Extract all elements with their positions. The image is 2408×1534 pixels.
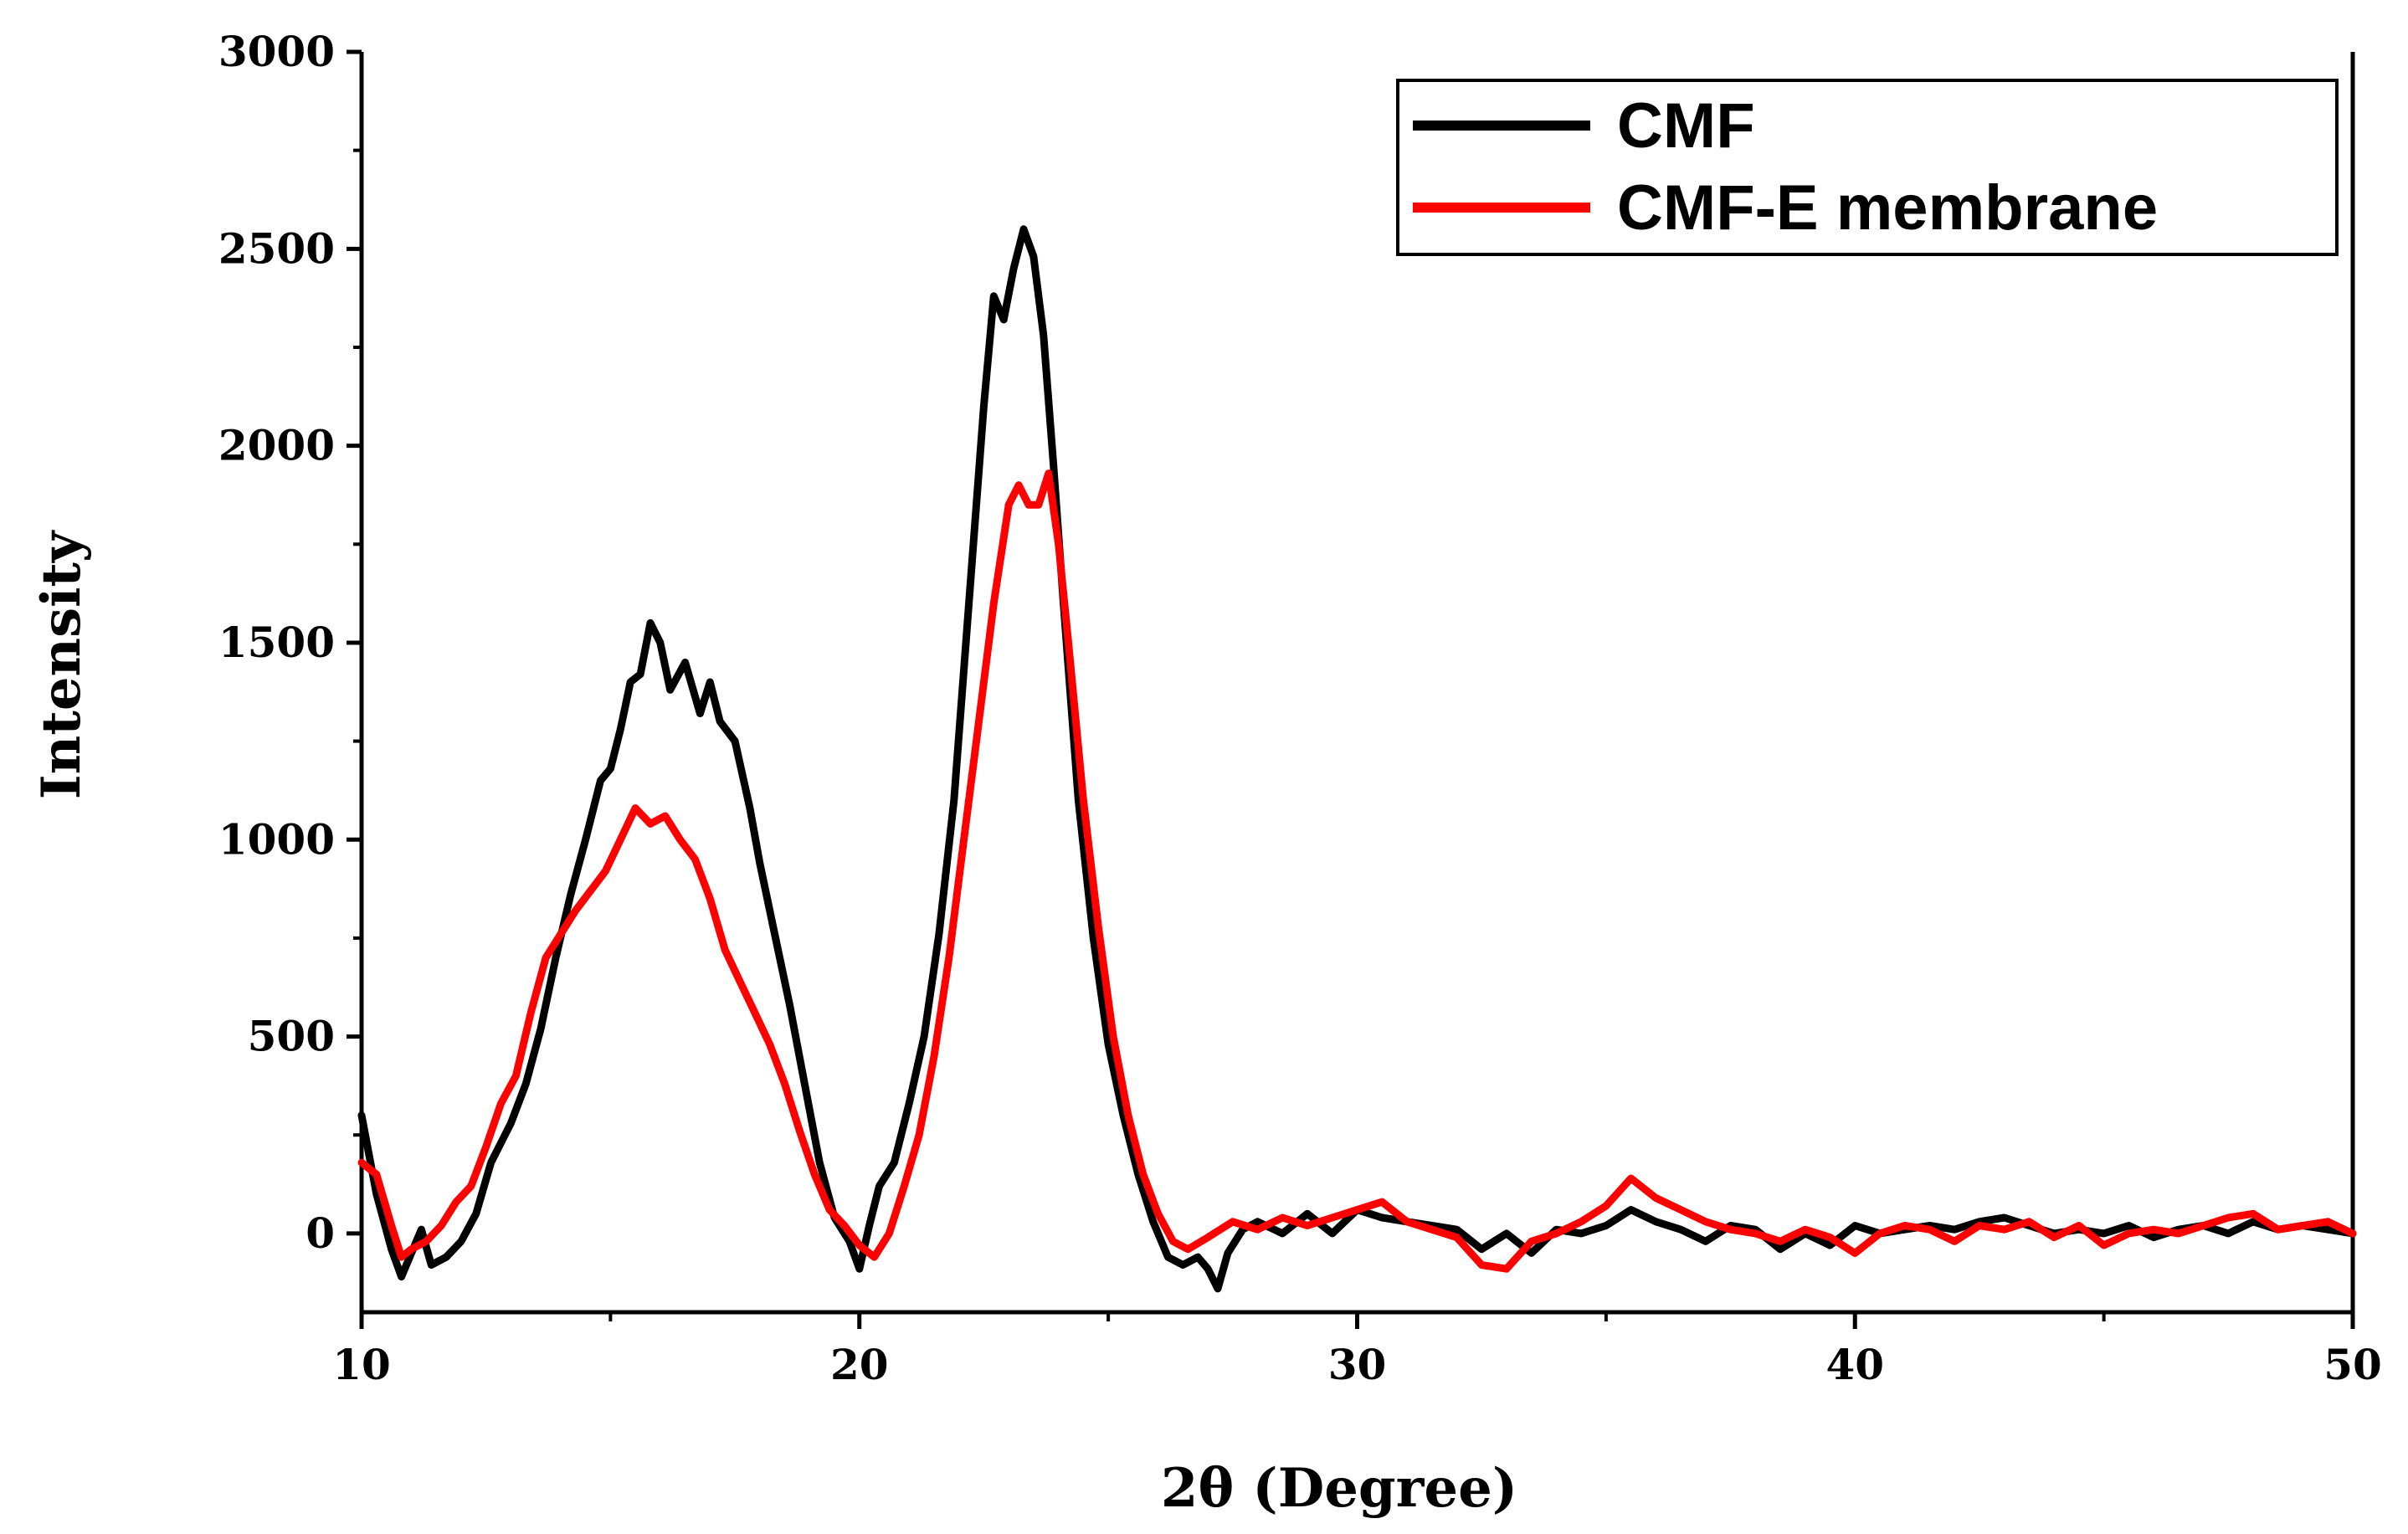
- legend-box: [1396, 79, 2339, 256]
- x-axis-ticks: 10 20 30 40 50: [332, 1312, 2382, 1389]
- x-tick-label-50: 50: [2323, 1340, 2382, 1389]
- legend-label-cmf: CMF: [1617, 90, 1755, 162]
- y-tick-label-3000: 3000: [218, 27, 335, 76]
- series-line-cmf-e-membrane: [357, 469, 2357, 1273]
- y-tick-label-1500: 1500: [218, 618, 335, 667]
- legend-label-cmf-e: CMF-E membrane: [1617, 172, 2158, 244]
- y-axis-title: Intensity: [30, 530, 93, 799]
- x-tick-label-40: 40: [1825, 1340, 1884, 1389]
- y-tick-label-2000: 2000: [218, 421, 335, 470]
- series-layer: [357, 225, 2357, 1293]
- legend: CMF CMF-E membrane: [1396, 79, 2339, 256]
- y-tick-label-0: 0: [305, 1208, 335, 1258]
- x-tick-label-30: 30: [1328, 1340, 1387, 1389]
- y-tick-label-2500: 2500: [218, 223, 335, 273]
- x-tick-label-20: 20: [830, 1340, 889, 1389]
- x-tick-label-10: 10: [332, 1340, 391, 1389]
- series-line-cmf: [357, 225, 2357, 1293]
- y-axis-ticks: 0 500 1000 1500 2000 2500 3000: [218, 27, 362, 1258]
- x-axis-title: 2θ (Degree): [1161, 1457, 1517, 1520]
- y-tick-label-1000: 1000: [218, 814, 335, 864]
- y-tick-label-500: 500: [248, 1012, 335, 1061]
